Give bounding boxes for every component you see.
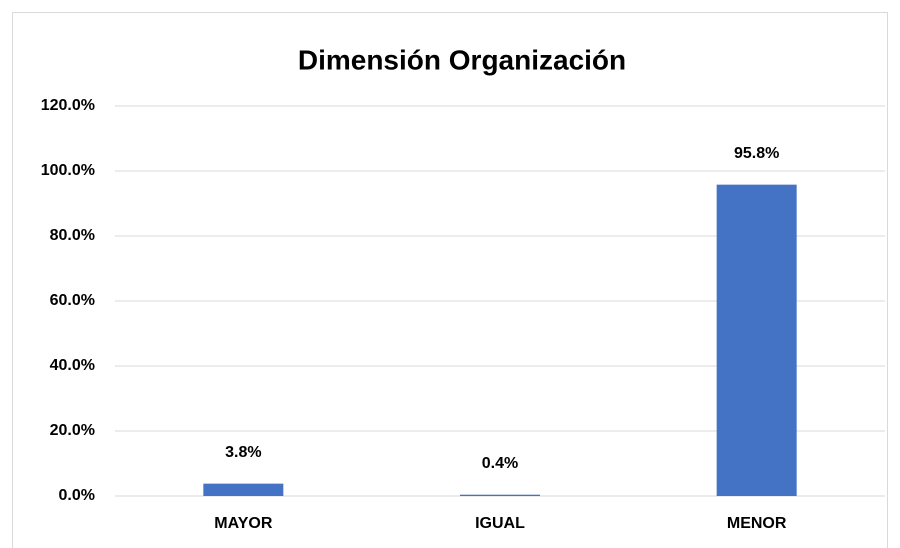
chart-title: Dimensión Organización (298, 44, 626, 75)
y-tick-label: 20.0% (50, 422, 95, 439)
y-tick-label: 80.0% (50, 227, 95, 244)
y-tick-label: 0.0% (59, 487, 95, 504)
data-label: 0.4% (482, 455, 518, 472)
x-tick-label: MAYOR (214, 515, 273, 532)
data-label: 3.8% (225, 444, 261, 461)
bar (460, 494, 540, 496)
data-label: 95.8% (734, 145, 779, 162)
y-tick-label: 100.0% (41, 162, 95, 179)
y-tick-label: 60.0% (50, 292, 95, 309)
y-tick-label: 40.0% (50, 357, 95, 374)
x-tick-label: MENOR (727, 515, 787, 532)
x-tick-label: IGUAL (475, 515, 525, 532)
y-tick-label: 120.0% (41, 97, 95, 114)
bar (203, 483, 284, 496)
bar (716, 184, 797, 496)
